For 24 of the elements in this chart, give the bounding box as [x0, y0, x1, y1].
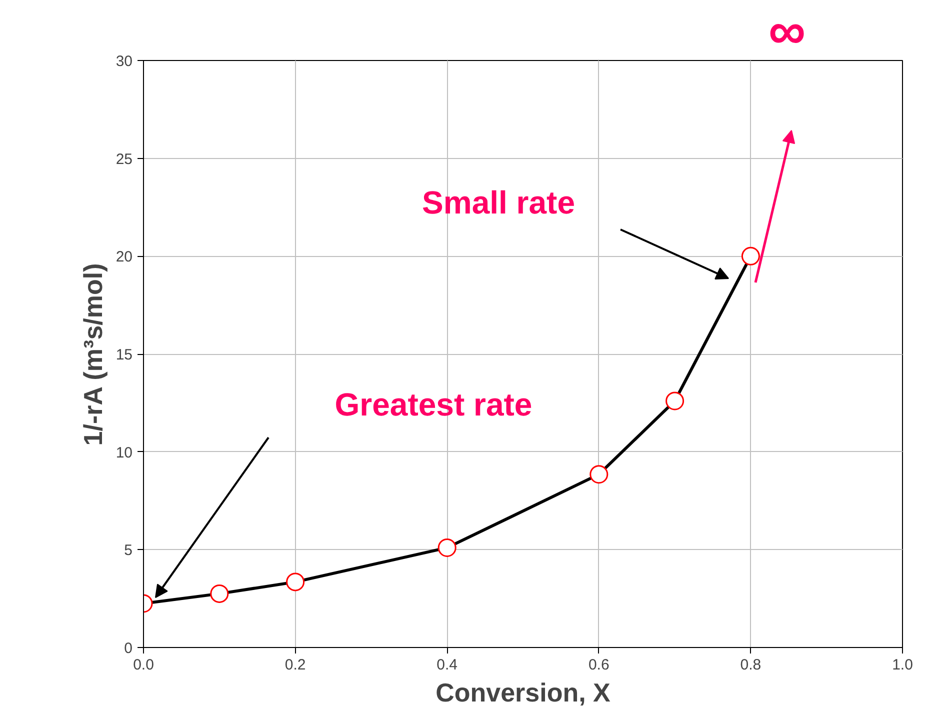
y-tick-label: 0 [124, 640, 132, 657]
x-tick-label: 0.2 [284, 656, 306, 674]
y-tick-label: 5 [124, 542, 132, 560]
point [438, 538, 456, 557]
annotation: Small rate [422, 184, 575, 220]
x-tick-label: 0.4 [436, 656, 458, 674]
annotation: Greatest rate [334, 386, 532, 422]
y-tick-label: 10 [116, 444, 133, 462]
text: ∞ [768, 2, 806, 60]
y-tick-label: 20 [116, 248, 133, 266]
point [666, 392, 684, 410]
y-tick-label: 15 [116, 346, 133, 364]
point [286, 572, 305, 592]
x-axis-title: Conversion, X [436, 678, 612, 708]
point [590, 465, 608, 484]
x-tick-label: 0.0 [133, 656, 154, 674]
x-tick-label: 1.0 [892, 656, 913, 674]
point [741, 246, 760, 266]
point [210, 584, 229, 603]
x-tick-label: 0.6 [588, 656, 610, 674]
y-tick-label: 25 [116, 150, 133, 168]
y-axis-title: 1/-rA (m³s/mol) [78, 263, 108, 446]
x-tick-label: 0.8 [740, 656, 762, 674]
y-tick-label: 30 [116, 53, 133, 70]
